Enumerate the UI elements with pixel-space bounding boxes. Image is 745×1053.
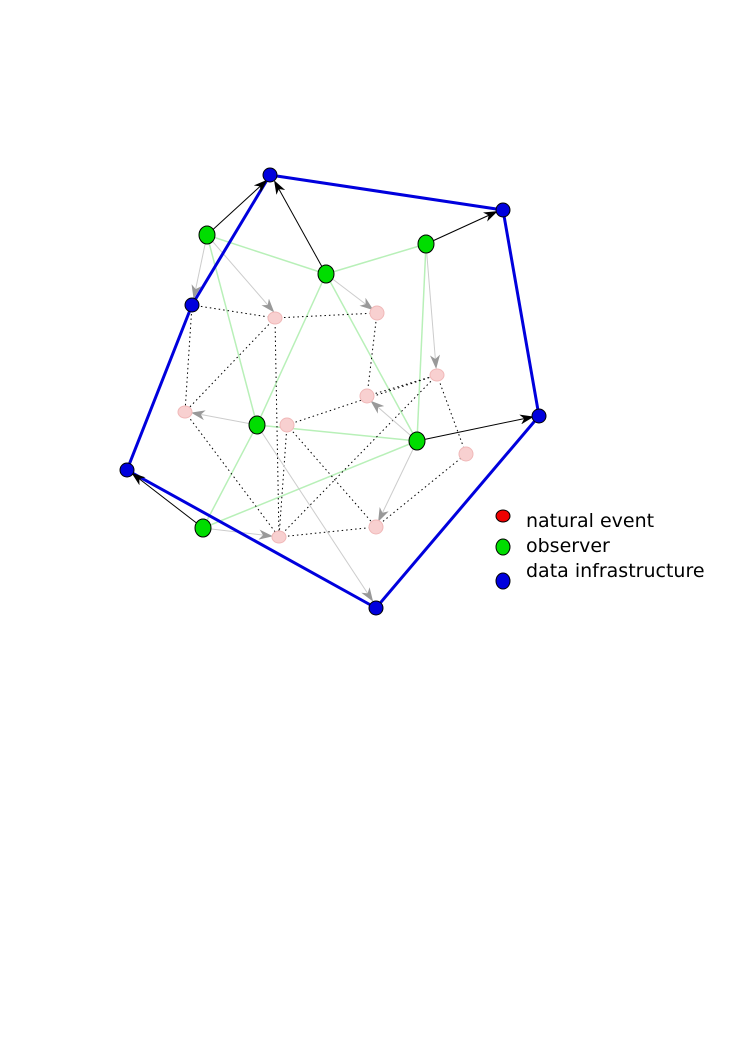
observer-node [408,431,426,451]
natural-event-node [458,446,474,462]
legend-label-observer: observer [526,535,610,557]
observation-arrows [191,234,441,602]
observer-node [248,415,266,435]
observer-node [194,518,212,538]
infrastructure-node [119,462,135,478]
legend-swatch-observer [495,538,511,556]
natural-event-nodes [177,305,474,544]
legend-label-natural-event: natural event [526,510,654,532]
natural-event-node [279,417,295,433]
infrastructure-node [262,167,278,183]
infrastructure-nodes [119,167,547,616]
legend-swatch-natural-event [495,509,511,523]
upload-arrows [131,179,534,529]
natural-event-node [359,388,375,404]
observer-edges [202,234,427,529]
natural-event-node [369,305,385,321]
infrastructure-node [368,600,384,616]
observer-node [198,225,216,245]
observer-nodes [194,225,435,538]
legend: natural event observer data infrastructu… [495,509,705,590]
infrastructure-node [184,297,200,313]
observer-node [317,264,335,284]
event-links [184,304,467,538]
natural-event-node [368,519,384,535]
legend-label-data-infrastructure: data infrastructure [526,560,705,582]
natural-event-node [429,368,445,382]
infrastructure-perimeter [125,173,541,610]
legend-swatch-data-infrastructure [495,572,511,590]
natural-event-node [271,530,287,544]
natural-event-node [177,405,193,419]
infrastructure-node [531,408,547,424]
observer-node [417,234,435,254]
natural-event-node [267,311,283,325]
infrastructure-node [495,202,511,218]
